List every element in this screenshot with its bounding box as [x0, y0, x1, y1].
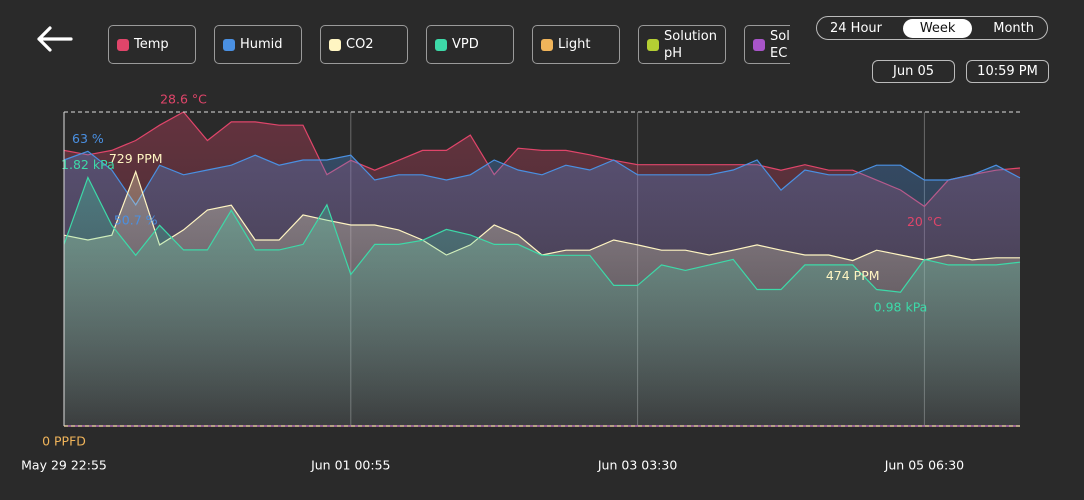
legend-label: Light	[558, 37, 591, 52]
legend-button[interactable]: Light	[532, 25, 620, 64]
back-arrow	[37, 26, 73, 52]
legend-button[interactable]: VPD	[426, 25, 514, 64]
value-label: 20 °C	[907, 214, 942, 229]
legend-swatch	[223, 39, 235, 51]
value-label: 474 PPM	[826, 268, 880, 283]
legend-button[interactable]: CO2	[320, 25, 408, 64]
legend-button[interactable]: Humid	[214, 25, 302, 64]
legend-swatch	[117, 39, 129, 51]
legend-swatch	[753, 39, 765, 51]
legend: Temp Humid CO2 VPD Light Solution pH Solution …	[108, 25, 790, 65]
legend-label: Humid	[240, 37, 283, 52]
value-label: 729 PPM	[109, 151, 163, 166]
value-label: 0.98 kPa	[874, 300, 928, 315]
range-selector: 24 Hour Week Month	[816, 16, 1048, 40]
legend-swatch	[541, 39, 553, 51]
range-option[interactable]: Month	[993, 20, 1034, 36]
back-button[interactable]	[36, 24, 74, 54]
legend-button[interactable]: Solution pH	[638, 25, 726, 64]
line	[63, 150, 1021, 207]
value-label: 63 %	[72, 131, 104, 146]
legend-button[interactable]: Temp	[108, 25, 196, 64]
value-label: 1.82 kPa	[61, 157, 115, 172]
x-tick-label: Jun 05 06:30	[884, 458, 964, 473]
legend-swatch	[647, 39, 659, 51]
line	[63, 175, 1021, 293]
area	[64, 177, 1020, 426]
legend-label: Solution EC	[770, 28, 790, 61]
value-label: 50.7 %	[114, 212, 158, 227]
legend-swatch	[329, 39, 341, 51]
time-button[interactable]: 10:59 PM	[966, 60, 1049, 83]
legend-label: CO2	[346, 37, 374, 52]
value-label: 0 PPFD	[42, 434, 86, 449]
range-option[interactable]: 24 Hour	[830, 20, 882, 36]
x-tick-label: Jun 01 00:55	[310, 458, 390, 473]
plot: May 29 22:55 Jun 01 00:55 Jun 03 03:30 Jun …	[21, 92, 1021, 473]
value-label: 28.6 °C	[160, 92, 207, 107]
x-tick-label: May 29 22:55	[21, 458, 107, 473]
legend-button[interactable]: Solution EC	[744, 25, 790, 64]
range-option[interactable]: Week	[902, 18, 973, 38]
x-tick-label: Jun 03 03:30	[597, 458, 677, 473]
legend-swatch	[435, 39, 447, 51]
legend-label: VPD	[452, 37, 479, 52]
legend-label: Temp	[134, 37, 169, 52]
date-button[interactable]: Jun 05	[872, 60, 955, 83]
legend-label: Solution pH	[664, 28, 717, 61]
